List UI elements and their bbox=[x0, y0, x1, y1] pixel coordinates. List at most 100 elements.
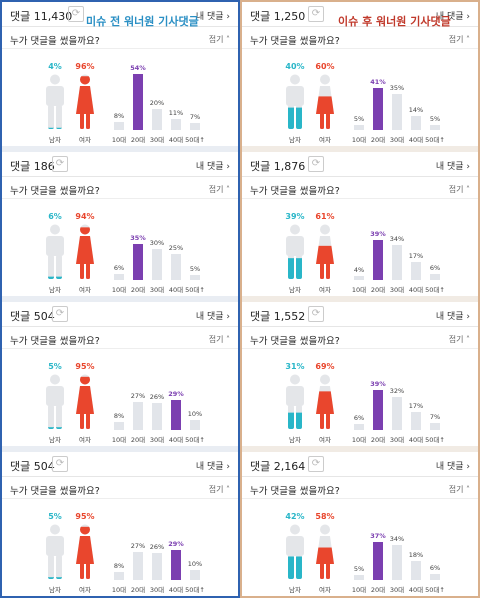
age-bar bbox=[190, 122, 200, 130]
age-label: 50대↑ bbox=[185, 586, 205, 594]
fold-toggle[interactable]: 접기 ˄ bbox=[209, 34, 230, 45]
age-percent: 5% bbox=[353, 564, 365, 573]
age-percent: 6% bbox=[429, 563, 441, 572]
age-label: 50대↑ bbox=[425, 136, 445, 144]
fold-toggle[interactable]: 접기 ˄ bbox=[449, 34, 470, 45]
male-label: 남자 bbox=[289, 586, 301, 594]
fold-toggle[interactable]: 접기 ˄ bbox=[209, 484, 230, 495]
panel-header: 댓글 1,552 ⟳ 내 댓글 › bbox=[242, 302, 478, 327]
comment-stats-panel: 댓글 504 ⟳ 내 댓글 › 누가 댓글을 썼을까요? 접기 ˄ 5% 95% 남자 여자 8%… bbox=[2, 302, 238, 446]
comment-count: 댓글 1,876 bbox=[250, 160, 306, 173]
question-heading: 누가 댓글을 썼을까요? bbox=[10, 486, 100, 497]
male-label: 남자 bbox=[49, 436, 61, 444]
age-percent: 6% bbox=[429, 263, 441, 272]
refresh-icon[interactable]: ⟳ bbox=[52, 456, 68, 472]
age-percent: 17% bbox=[408, 252, 424, 261]
male-figure-icon bbox=[46, 374, 64, 429]
male-label: 남자 bbox=[49, 586, 61, 594]
age-percent: 8% bbox=[113, 111, 125, 120]
fold-toggle[interactable]: 접기 ˄ bbox=[449, 334, 470, 345]
age-percent: 7% bbox=[429, 412, 441, 421]
age-percent: 4% bbox=[353, 265, 365, 274]
fold-label: 접기 bbox=[208, 35, 224, 44]
comment-stats-panel: 댓글 1,250 ⟳ 내 댓글 › 누가 댓글을 썼을까요? 접기 ˄ 40% 60% 남자 여… bbox=[242, 2, 478, 146]
age-label: 50대↑ bbox=[185, 286, 205, 294]
age-bar bbox=[171, 400, 181, 430]
panel-header: 댓글 1,250 ⟳ 내 댓글 › bbox=[242, 2, 478, 27]
male-percent: 5% bbox=[48, 512, 62, 521]
my-comments-link[interactable]: 내 댓글 › bbox=[436, 309, 470, 322]
age-label: 50대↑ bbox=[425, 586, 445, 594]
comment-count: 댓글 11,430 bbox=[10, 10, 73, 23]
age-label: 40대 bbox=[408, 136, 424, 144]
age-label: 40대 bbox=[168, 286, 184, 294]
age-bar bbox=[430, 124, 440, 130]
panel-separator bbox=[242, 296, 478, 302]
fold-label: 접기 bbox=[208, 335, 224, 344]
age-percent: 26% bbox=[149, 393, 165, 402]
age-bar bbox=[152, 109, 162, 130]
fold-toggle[interactable]: 접기 ˄ bbox=[449, 484, 470, 495]
age-bar bbox=[114, 273, 124, 280]
age-label: 20대 bbox=[370, 136, 386, 144]
age-percent: 34% bbox=[389, 534, 405, 543]
female-percent: 95% bbox=[75, 362, 95, 371]
panel-separator bbox=[242, 146, 478, 152]
my-comments-link[interactable]: 내 댓글 › bbox=[196, 459, 230, 472]
fold-label: 접기 bbox=[448, 35, 464, 44]
age-percent: 7% bbox=[189, 112, 201, 121]
my-comments-link[interactable]: 내 댓글 › bbox=[436, 159, 470, 172]
refresh-icon[interactable]: ⟳ bbox=[308, 156, 324, 172]
question-heading: 누가 댓글을 썼을까요? bbox=[250, 36, 340, 47]
question-heading: 누가 댓글을 썼을까요? bbox=[10, 336, 100, 347]
my-comments-label: 내 댓글 bbox=[435, 462, 464, 472]
fold-toggle[interactable]: 접기 ˄ bbox=[209, 184, 230, 195]
my-comments-link[interactable]: 내 댓글 › bbox=[196, 9, 230, 22]
male-figure-icon bbox=[286, 224, 304, 279]
age-bar bbox=[392, 396, 402, 430]
age-label: 10대 bbox=[111, 136, 127, 144]
fold-toggle[interactable]: 접기 ˄ bbox=[449, 184, 470, 195]
question-heading: 누가 댓글을 썼을까요? bbox=[10, 186, 100, 197]
age-label: 10대 bbox=[351, 136, 367, 144]
male-label: 남자 bbox=[289, 136, 301, 144]
comment-count: 댓글 1,250 bbox=[250, 10, 306, 23]
my-comments-label: 내 댓글 bbox=[195, 162, 224, 172]
my-comments-link[interactable]: 내 댓글 › bbox=[196, 159, 230, 172]
panel-separator bbox=[2, 296, 238, 302]
age-bar bbox=[430, 573, 440, 580]
female-label: 여자 bbox=[79, 436, 91, 444]
panel-header: 댓글 504 ⟳ 내 댓글 › bbox=[2, 452, 238, 477]
age-bar bbox=[373, 541, 383, 580]
my-comments-link[interactable]: 내 댓글 › bbox=[436, 9, 470, 22]
age-percent: 5% bbox=[429, 114, 441, 123]
female-label: 여자 bbox=[79, 136, 91, 144]
my-comments-link[interactable]: 내 댓글 › bbox=[436, 459, 470, 472]
refresh-icon[interactable]: ⟳ bbox=[308, 456, 324, 472]
refresh-icon[interactable]: ⟳ bbox=[308, 6, 324, 22]
age-label: 40대 bbox=[168, 586, 184, 594]
male-figure-icon bbox=[286, 74, 304, 129]
refresh-icon[interactable]: ⟳ bbox=[308, 306, 324, 322]
fold-toggle[interactable]: 접기 ˄ bbox=[209, 334, 230, 345]
female-label: 여자 bbox=[319, 586, 331, 594]
panel-header: 댓글 1,876 ⟳ 내 댓글 › bbox=[242, 152, 478, 177]
refresh-icon[interactable]: ⟳ bbox=[52, 156, 68, 172]
age-percent: 20% bbox=[149, 99, 165, 108]
male-percent: 42% bbox=[285, 512, 305, 521]
before-column: 댓글 11,430 ⟳ 내 댓글 › 누가 댓글을 썼을까요? 접기 ˄ 4% 96% 남자 여… bbox=[0, 0, 240, 598]
age-percent: 5% bbox=[189, 264, 201, 273]
refresh-icon[interactable]: ⟳ bbox=[68, 6, 84, 22]
age-percent: 27% bbox=[130, 542, 146, 551]
chevron-right-icon: › bbox=[223, 462, 230, 472]
my-comments-link[interactable]: 내 댓글 › bbox=[196, 309, 230, 322]
question-heading: 누가 댓글을 썼을까요? bbox=[250, 336, 340, 347]
male-label: 남자 bbox=[289, 286, 301, 294]
comment-count: 댓글 186 bbox=[10, 160, 55, 173]
age-label: 20대 bbox=[370, 286, 386, 294]
age-percent: 54% bbox=[130, 64, 146, 73]
age-percent: 29% bbox=[168, 390, 184, 399]
female-percent: 60% bbox=[315, 62, 335, 71]
female-figure-icon bbox=[76, 224, 94, 279]
refresh-icon[interactable]: ⟳ bbox=[52, 306, 68, 322]
